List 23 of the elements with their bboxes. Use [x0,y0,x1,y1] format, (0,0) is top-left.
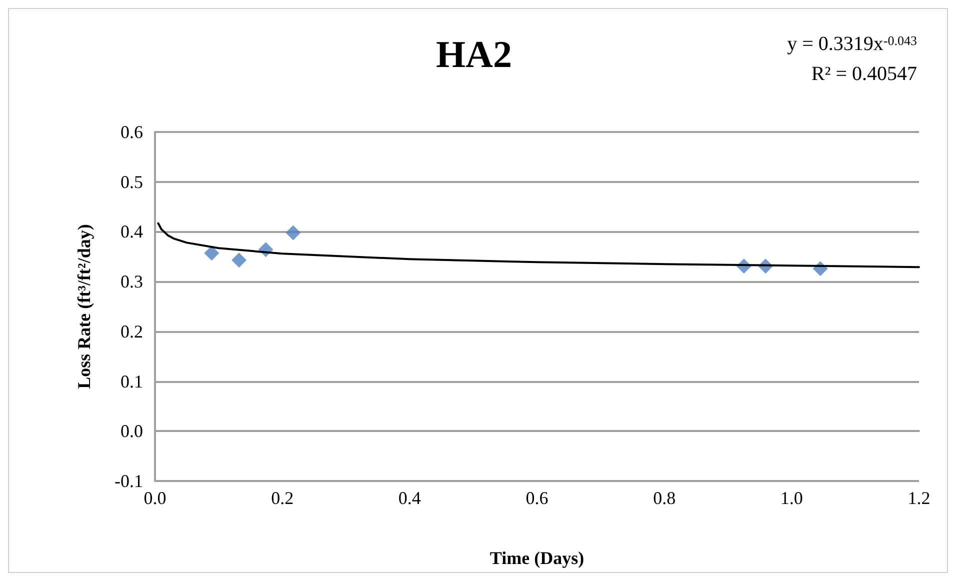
y-tick-label: 0.5 [120,172,143,192]
x-tick-label: 1.2 [908,488,930,508]
chart-title: HA2 [436,34,512,76]
y-tick-label: 0.4 [120,222,143,242]
x-tick-label: 0.2 [271,488,294,508]
y-tick-label: 0.3 [120,272,143,292]
point [286,225,301,240]
x-tick-label: 0.4 [398,488,421,508]
x-tick-label: 0.8 [653,488,676,508]
x-tick-label: 0.0 [144,488,166,508]
x-axis-title: Time (Days) [490,548,584,568]
y-tick-label: 0.1 [120,371,143,392]
x-tick-label: 0.6 [526,488,548,508]
point [232,252,247,268]
line-series [157,222,920,268]
y-tick-label: 0.6 [120,122,143,142]
y-tick-label: 0.2 [120,321,143,342]
point [204,246,220,261]
y-tick-label: 0.0 [120,421,143,442]
y-axis-title: Loss Rate (ft³/ft²/day) [74,224,94,389]
x-tick-label: 1.0 [780,488,803,508]
text: R² = 0.40547 [811,63,918,85]
y-tick-label: -0.1 [114,471,143,491]
